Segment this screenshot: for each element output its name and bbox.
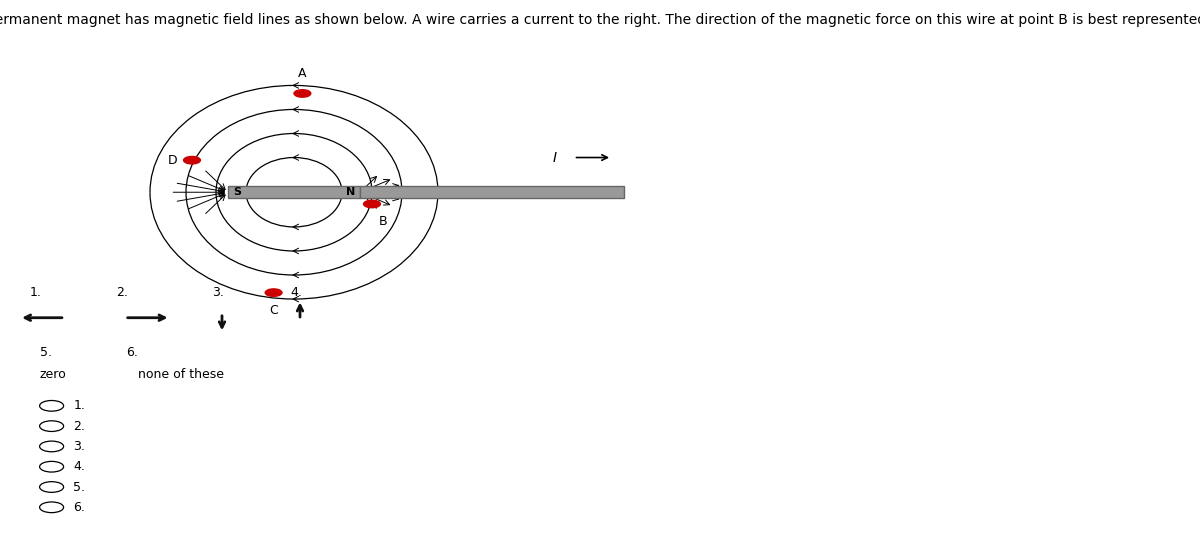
Text: zero: zero — [40, 368, 66, 381]
Text: A: A — [298, 67, 307, 80]
Text: D: D — [168, 154, 178, 167]
Text: none of these: none of these — [138, 368, 224, 381]
Circle shape — [40, 441, 64, 452]
Circle shape — [265, 289, 282, 296]
Circle shape — [184, 156, 200, 164]
Text: 6.: 6. — [73, 501, 85, 514]
Text: 4.: 4. — [290, 286, 302, 299]
Circle shape — [294, 90, 311, 97]
Circle shape — [40, 502, 64, 513]
Text: 4.: 4. — [73, 460, 85, 473]
Circle shape — [40, 421, 64, 431]
Text: 3.: 3. — [212, 286, 224, 299]
Text: 2.: 2. — [116, 286, 128, 299]
Circle shape — [364, 200, 380, 208]
Text: B: B — [379, 215, 388, 227]
Circle shape — [40, 482, 64, 492]
Bar — [228, 186, 360, 198]
Text: C: C — [269, 304, 278, 317]
Text: N: N — [346, 187, 355, 197]
Text: 1.: 1. — [30, 286, 42, 299]
Text: 1.: 1. — [73, 399, 85, 412]
Text: 5.: 5. — [73, 481, 85, 493]
Text: A permanent magnet has magnetic field lines as shown below. A wire carries a cur: A permanent magnet has magnetic field li… — [0, 13, 1200, 27]
Text: 5.: 5. — [40, 346, 52, 359]
Circle shape — [40, 461, 64, 472]
Text: 6.: 6. — [126, 346, 138, 359]
Bar — [360, 186, 624, 198]
Text: $I$: $I$ — [552, 151, 558, 164]
Text: S: S — [234, 187, 241, 197]
Text: 2.: 2. — [73, 420, 85, 433]
Circle shape — [40, 400, 64, 411]
Text: 3.: 3. — [73, 440, 85, 453]
